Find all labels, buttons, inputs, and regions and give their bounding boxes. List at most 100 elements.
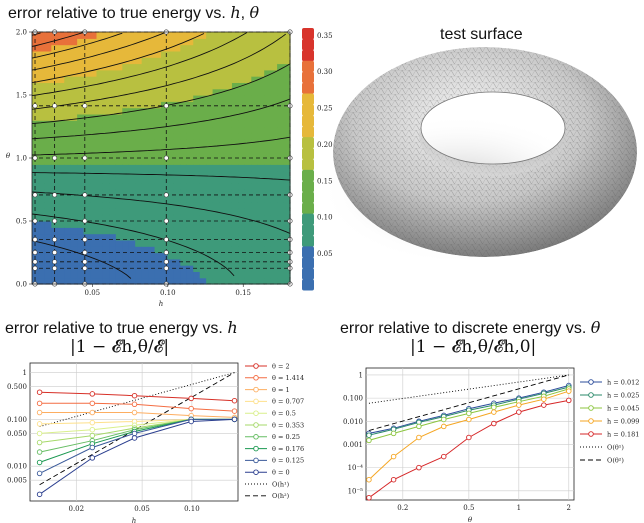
contour-cell <box>219 50 227 58</box>
contour-cell <box>96 183 104 191</box>
sample-point <box>82 259 88 265</box>
series-point <box>89 419 96 426</box>
contour-cell <box>264 189 272 197</box>
contour-cell <box>173 139 181 146</box>
contour-cell <box>102 82 110 90</box>
contour-cell <box>115 113 123 121</box>
series-point <box>36 439 43 446</box>
contour-cell <box>141 164 149 172</box>
contour-cell <box>57 258 65 266</box>
contour-cell <box>32 139 40 146</box>
contour-cell <box>44 132 52 140</box>
contour-cell <box>238 239 246 247</box>
contour-cell <box>161 32 169 39</box>
contour-cell <box>212 132 220 140</box>
contour-cell <box>115 63 123 71</box>
contour-cell <box>270 271 278 279</box>
contour-cell <box>135 227 143 235</box>
y-tick-label: 0.005 <box>7 477 27 485</box>
contour-cell <box>64 120 72 128</box>
contour-cell <box>83 145 91 153</box>
contour-cell <box>122 208 130 216</box>
y-tick-label: 0.050 <box>7 430 27 438</box>
contour-cell <box>83 139 91 146</box>
contour-cell <box>38 113 46 121</box>
contour-cell <box>231 271 239 279</box>
contour-cell <box>238 88 246 96</box>
contour-cell <box>154 195 162 203</box>
contour-cell <box>186 32 194 39</box>
contour-cell <box>251 252 259 260</box>
contour-cell <box>141 113 149 121</box>
colorbar-swatch <box>302 82 314 94</box>
contour-cell <box>90 76 98 83</box>
contour-cell <box>38 63 46 71</box>
contour-cell <box>70 208 78 216</box>
contour-cell <box>206 271 214 279</box>
contour-cell <box>115 158 123 165</box>
formula-h: |1 − 𝓔h,θ/𝓔| <box>70 337 170 357</box>
contour-cell <box>64 239 72 247</box>
contour-cell <box>173 76 181 83</box>
colorbar-swatch <box>302 268 314 280</box>
sample-point <box>163 103 169 109</box>
contour-cell <box>244 50 252 58</box>
contour-cell <box>206 88 214 96</box>
contour-cell <box>186 57 194 65</box>
contour-cell <box>102 239 110 247</box>
contour-cell <box>167 158 175 165</box>
contour-cell <box>135 208 143 216</box>
contour-cell <box>44 176 52 184</box>
contour-cell <box>173 189 181 197</box>
contour-cell <box>161 277 169 285</box>
contour-cell <box>161 69 169 77</box>
contour-cell <box>219 38 227 46</box>
contour-cell <box>161 63 169 71</box>
contour-cell <box>277 258 285 266</box>
contour-cell <box>238 265 246 272</box>
contour-cell <box>115 132 123 140</box>
contour-cell <box>193 32 201 39</box>
contour-cell <box>206 239 214 247</box>
contour-cell <box>238 76 246 83</box>
contour-cell <box>83 214 91 222</box>
contour-cell <box>277 107 285 115</box>
contour-cell <box>244 151 252 159</box>
contour-cell <box>186 227 194 235</box>
contour-cell <box>77 95 85 102</box>
contour-cell <box>154 63 162 71</box>
contour-cell <box>186 265 194 272</box>
contour-cell <box>109 50 117 58</box>
contour-cell <box>32 132 40 140</box>
x-axis-label: h <box>159 300 164 308</box>
contour-cell <box>277 113 285 121</box>
contour-cell <box>225 277 233 285</box>
contour-cell <box>77 258 85 266</box>
contour-cell <box>90 158 98 165</box>
contour-cell <box>167 95 175 102</box>
contour-cell <box>173 107 181 115</box>
contour-cell <box>128 214 136 222</box>
contour-cell <box>32 76 40 83</box>
contour-cell <box>167 50 175 58</box>
contour-cell <box>161 151 169 159</box>
legend-label: θ = 0.25 <box>272 433 300 441</box>
contour-cell <box>193 57 201 65</box>
contour-cell <box>135 44 143 52</box>
contour-cell <box>90 202 98 209</box>
contour-cell <box>225 189 233 197</box>
contour-cell <box>270 113 278 121</box>
contour-cell <box>283 88 291 96</box>
contour-cell <box>64 202 72 209</box>
contour-cell <box>212 63 220 71</box>
surface-title: test surface <box>440 26 523 43</box>
contour-cell <box>44 126 52 134</box>
contour-cell <box>96 63 104 71</box>
contour-cell <box>154 88 162 96</box>
contour-cell <box>90 95 98 102</box>
contour-cell <box>264 50 272 58</box>
contour-cell <box>148 95 156 102</box>
contour-cell <box>32 32 40 39</box>
contour-cell <box>251 271 259 279</box>
contour-cell <box>244 145 252 153</box>
